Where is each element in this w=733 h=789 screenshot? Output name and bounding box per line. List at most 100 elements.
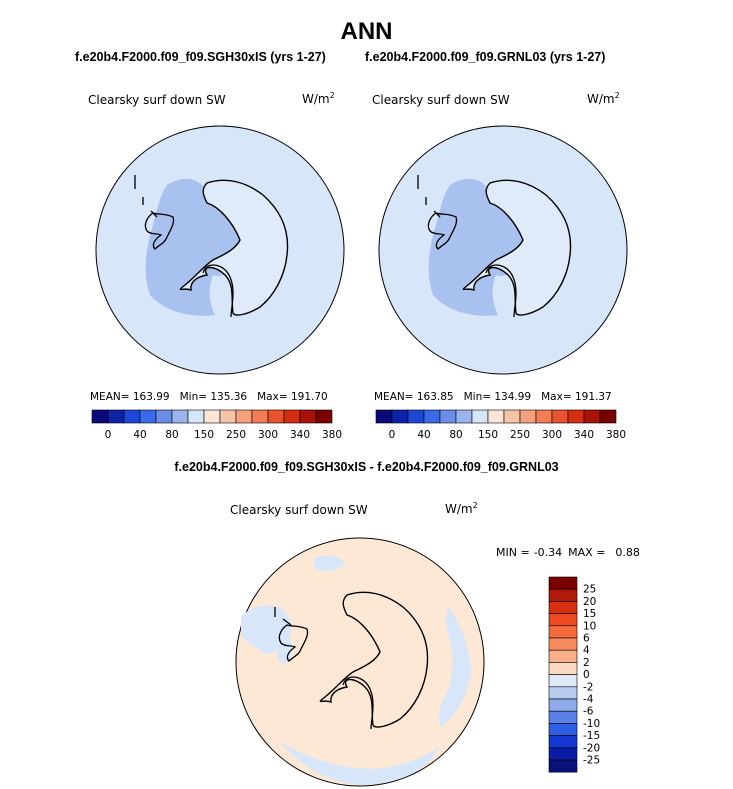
colorbar-tick-label: 150 <box>194 429 214 441</box>
colorbar-box <box>91 409 109 424</box>
colorbar-tick-label: -4 <box>583 694 594 706</box>
colorbar-tick-label: 250 <box>226 429 246 441</box>
colorbar-tick-label: 40 <box>417 429 430 441</box>
east-antarctica-coast <box>319 591 429 728</box>
panel-2-min: Min= 134.99 <box>463 391 532 403</box>
panel-1-run-title: f.e20b4.F2000.f09_f09.SGH30xIS (yrs 1-27… <box>75 50 326 64</box>
difference-title: f.e20b4.F2000.f09_f09.SGH30xIS - f.e20b4… <box>174 460 559 474</box>
colorbar-tick-label: 10 <box>583 620 596 632</box>
colorbar-box <box>548 601 578 614</box>
panel-2-mean: MEAN= 163.85 <box>374 391 454 403</box>
positive-diff-fill <box>235 537 485 787</box>
panel-1-mean: MEAN= 163.99 <box>90 391 170 403</box>
colorbar-box <box>219 409 237 424</box>
panel-1-min: Min= 135.36 <box>179 391 248 403</box>
colorbar-box <box>567 409 585 424</box>
panel-2-map <box>378 125 628 375</box>
diff-max-label: MAX = <box>568 546 606 559</box>
colorbar-box <box>487 409 505 424</box>
main-title: ANN <box>340 18 393 45</box>
colorbar-tick-label: 0 <box>389 429 396 441</box>
colorbar-box <box>299 409 317 424</box>
colorbar-box <box>471 409 489 424</box>
colorbar-box <box>548 613 578 627</box>
colorbar-box <box>283 409 301 424</box>
west-antarctica-region <box>145 178 241 316</box>
panel-1-units: W/m2 <box>302 91 335 106</box>
colorbar-box <box>439 409 457 424</box>
colorbar-box <box>187 409 205 424</box>
colorbar-box <box>315 409 333 424</box>
colorbar-box <box>548 637 578 651</box>
colorbar-box <box>251 409 269 424</box>
colorbar-box <box>107 409 125 424</box>
colorbar-tick-label: 250 <box>510 429 530 441</box>
ross-ice-shelf-coast <box>485 264 517 318</box>
panel-1-variable-label: Clearsky surf down SW <box>88 93 226 107</box>
colorbar-tick-label: -20 <box>583 742 600 754</box>
colorbar-box <box>455 409 473 424</box>
colorbar-tick-label: 4 <box>583 645 590 657</box>
colorbar-tick-label: 40 <box>133 429 146 441</box>
colorbar-box <box>139 409 157 424</box>
colorbar-tick-label: -10 <box>583 718 600 730</box>
colorbar-tick-label: 80 <box>449 429 462 441</box>
colorbar-box <box>375 409 393 424</box>
colorbar-box <box>548 588 578 602</box>
colorbar-tick-label: 380 <box>606 429 626 441</box>
difference-min-max: MIN = -0.34 MAX = 0.88 <box>496 546 650 559</box>
colorbar-tick-label: 80 <box>165 429 178 441</box>
ross-ice-shelf-coast <box>202 264 234 318</box>
colorbar-tick-label: -6 <box>583 706 594 718</box>
colorbar-tick-label: 340 <box>574 429 594 441</box>
panel-2-stats: MEAN= 163.85 Min= 134.99 Max= 191.37 <box>374 391 622 403</box>
colorbar-box <box>548 662 578 675</box>
colorbar-box <box>423 409 441 424</box>
ross-ice-shelf-coast <box>342 676 374 730</box>
colorbar-box <box>407 409 425 424</box>
colorbar-box <box>123 409 141 424</box>
colorbar-tick-label: -2 <box>583 681 593 693</box>
panel-2-max: Max= 191.37 <box>541 391 612 403</box>
east-antarctica-region <box>179 179 289 316</box>
colorbar-tick-label: 300 <box>258 429 278 441</box>
negative-diff-region-peninsula <box>241 605 293 664</box>
negative-diff-region-north <box>313 555 345 571</box>
colorbar-box <box>503 409 521 424</box>
colorbar-tick-label: 20 <box>583 596 596 608</box>
colorbar-box <box>599 409 617 424</box>
colorbar-tick-label: 6 <box>583 633 590 645</box>
diff-min-label: MIN = <box>496 546 530 559</box>
colorbar-tick-label: 340 <box>290 429 310 441</box>
colorbar-box <box>535 409 553 424</box>
colorbar-tick-label: 0 <box>105 429 112 441</box>
colorbar-box <box>548 686 578 700</box>
colorbar-box <box>548 625 578 639</box>
colorbar-tick-label: 25 <box>583 584 596 596</box>
colorbar-tick-label: 2 <box>583 657 590 669</box>
colorbar-tick-label: 380 <box>322 429 342 441</box>
colorbar-box <box>548 747 578 761</box>
difference-units: W/m2 <box>445 501 478 516</box>
colorbar-box <box>548 649 578 663</box>
panel-1-map <box>95 125 345 375</box>
colorbar-box <box>203 409 221 424</box>
panel-2-run-title: f.e20b4.F2000.f09_f09.GRNL03 (yrs 1-27) <box>365 50 606 64</box>
colorbar-tick-label: 0 <box>583 669 590 681</box>
diff-min-value: -0.34 <box>533 546 563 559</box>
panel-2-variable-label: Clearsky surf down SW <box>372 93 510 107</box>
colorbar-box <box>155 409 173 424</box>
colorbar-box <box>548 674 578 688</box>
colorbar-box <box>391 409 409 424</box>
panel-1-max: Max= 191.70 <box>257 391 328 403</box>
colorbar-tick-label: 15 <box>583 608 596 620</box>
difference-map <box>235 537 485 787</box>
diff-max-value: 0.88 <box>615 546 640 559</box>
panel-1-colorbar: 0 40 80 150 250 300 340 380 <box>91 409 342 441</box>
colorbar-box <box>548 723 578 736</box>
colorbar-box <box>171 409 189 424</box>
colorbar-box <box>548 759 578 773</box>
negative-diff-region-south <box>279 741 439 785</box>
colorbar-box <box>583 409 601 424</box>
colorbar-box <box>519 409 537 424</box>
